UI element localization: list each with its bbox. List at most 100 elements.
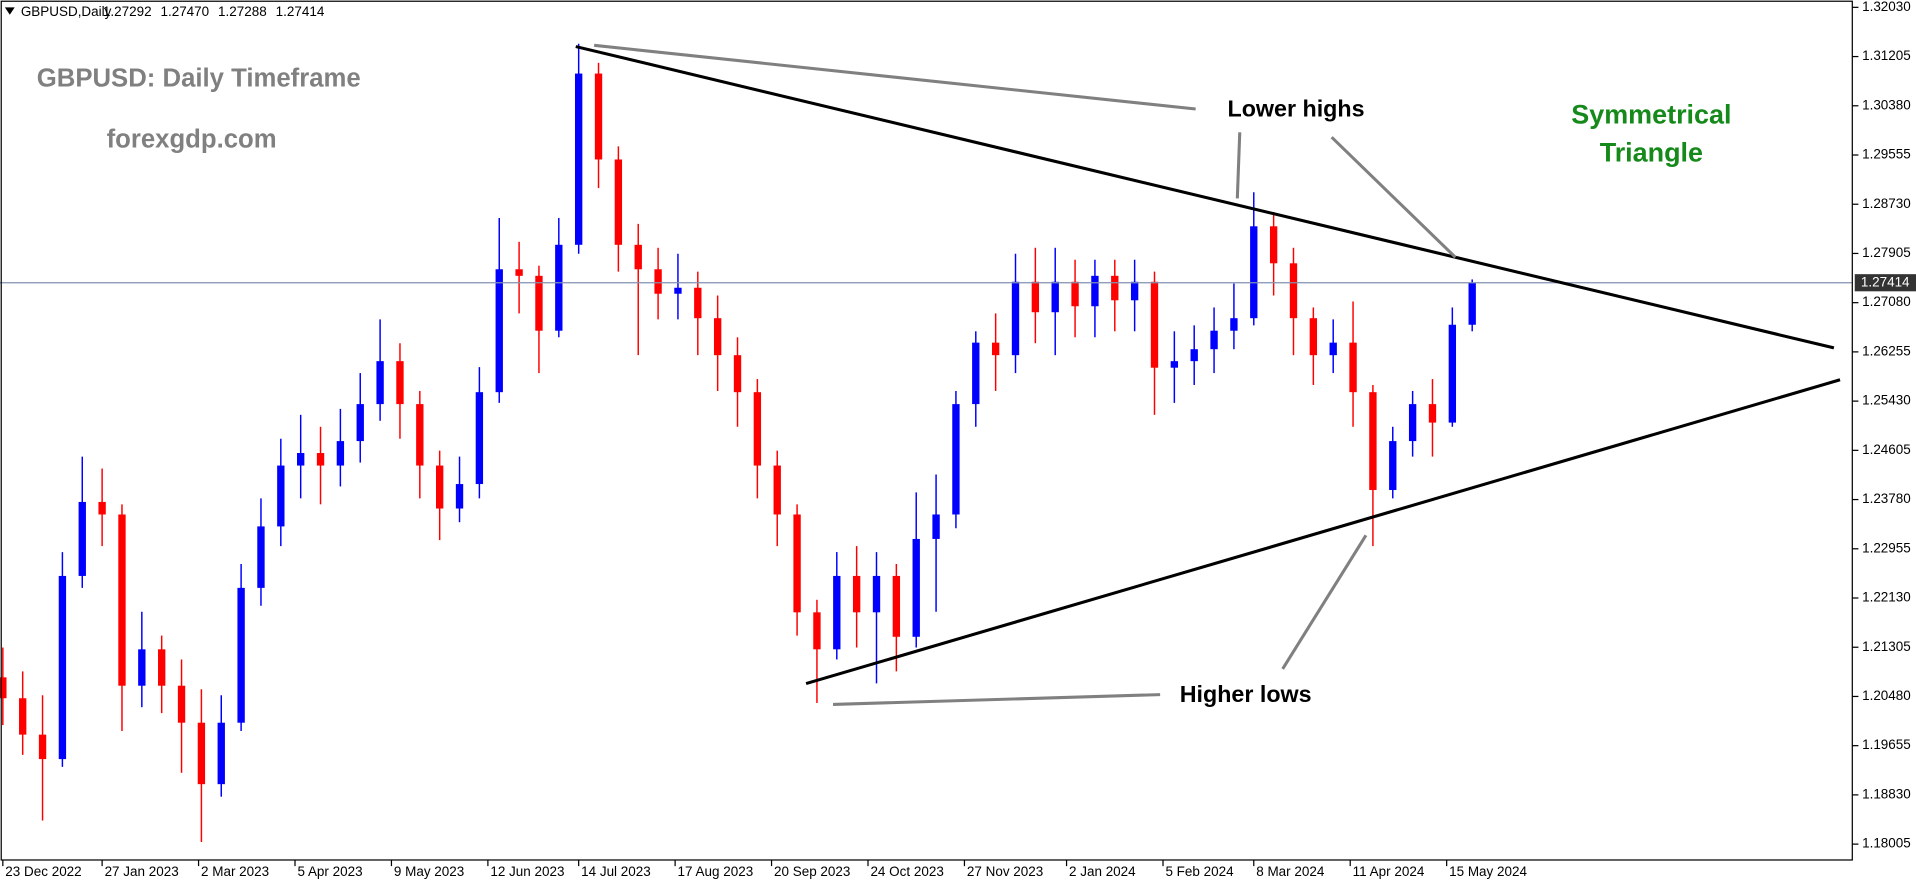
ohlc-header: 1.27470 xyxy=(160,4,209,19)
pattern-note: Triangle xyxy=(1600,137,1703,167)
candle-body xyxy=(852,575,861,613)
candle-body xyxy=(1468,282,1476,325)
y-tick-label: 1.18005 xyxy=(1862,836,1911,851)
candle-body xyxy=(1210,330,1218,350)
candle-body xyxy=(1071,281,1079,307)
candle-body xyxy=(1428,404,1437,423)
candle-body xyxy=(356,404,364,442)
candle-body xyxy=(78,501,86,576)
y-tick-label: 1.21305 xyxy=(1862,639,1911,654)
candle-body xyxy=(1111,275,1119,301)
candle-body xyxy=(1448,324,1457,423)
candle-body xyxy=(297,453,305,466)
candle-body xyxy=(1349,342,1357,393)
candle-body xyxy=(435,465,444,509)
candle-body xyxy=(316,453,325,466)
upper-note: Lower highs xyxy=(1228,95,1365,121)
lower-trendline xyxy=(805,378,1841,686)
candle-body xyxy=(674,287,682,294)
y-tick-label: 1.27080 xyxy=(1862,294,1911,309)
candle-body xyxy=(654,269,662,294)
candle-body xyxy=(912,538,920,637)
candle-body xyxy=(1389,441,1397,491)
x-tick-label: 24 Oct 2023 xyxy=(870,864,943,879)
candle-body xyxy=(1190,349,1198,362)
candle-body xyxy=(1329,342,1337,356)
x-tick-label: 12 Jun 2023 xyxy=(490,864,564,879)
candle-body xyxy=(396,361,404,405)
candle-body xyxy=(793,514,801,613)
candle-body xyxy=(991,342,1000,356)
symbol-header: GBPUSD,Daily xyxy=(21,4,112,19)
menu-icon xyxy=(4,7,15,15)
y-tick-label: 1.24605 xyxy=(1862,442,1911,457)
candle-body xyxy=(1369,392,1377,491)
candle-body xyxy=(237,587,245,723)
x-tick-label: 11 Apr 2024 xyxy=(1353,864,1425,879)
candle-body xyxy=(1150,281,1159,368)
candle-body xyxy=(158,649,166,686)
x-tick-label: 2 Mar 2023 xyxy=(201,864,269,879)
x-tick-label: 8 Mar 2024 xyxy=(1256,864,1325,879)
pointer-line xyxy=(1281,534,1368,670)
candle-body xyxy=(594,73,603,160)
y-tick-label: 1.20480 xyxy=(1862,688,1911,703)
candle-body xyxy=(495,269,503,393)
pattern-note: Symmetrical xyxy=(1571,100,1731,130)
y-tick-label: 1.19655 xyxy=(1862,737,1911,752)
candle-body xyxy=(58,575,67,760)
x-tick-label: 9 May 2023 xyxy=(394,864,464,879)
candle-body xyxy=(475,392,484,485)
x-tick-label: 2 Jan 2024 xyxy=(1069,864,1136,879)
y-tick-label: 1.18830 xyxy=(1862,786,1911,801)
candle-body xyxy=(1309,318,1318,356)
candle-body xyxy=(932,514,940,539)
candle-body xyxy=(1250,226,1258,319)
y-tick-label: 1.30380 xyxy=(1862,97,1911,112)
x-tick-label: 15 May 2024 xyxy=(1449,864,1527,879)
candle-body xyxy=(733,355,742,393)
candle-body xyxy=(98,501,106,515)
candle-body xyxy=(535,275,543,331)
x-tick-label: 5 Apr 2023 xyxy=(297,864,362,879)
y-tick-label: 1.23780 xyxy=(1862,491,1911,506)
candle-body xyxy=(872,575,881,613)
upper-trendline xyxy=(575,45,1835,350)
ohlc-header: 1.27414 xyxy=(276,4,325,19)
y-tick-label: 1.32030 xyxy=(1862,0,1911,14)
plot-border xyxy=(0,0,1853,861)
candle-body xyxy=(1289,263,1298,319)
x-tick-label: 14 Jul 2023 xyxy=(581,864,651,879)
candle-body xyxy=(1269,226,1278,264)
candle-body xyxy=(1170,361,1179,368)
y-tick-label: 1.31205 xyxy=(1862,48,1911,63)
candle-body xyxy=(19,698,27,735)
ohlc-header: 1.27288 xyxy=(218,4,267,19)
current-price-box xyxy=(1854,274,1916,292)
candle-body xyxy=(197,722,206,785)
candle-body xyxy=(1011,281,1020,356)
candle-body xyxy=(217,722,225,785)
candle-body xyxy=(336,441,345,466)
plot-area xyxy=(0,43,1853,843)
candle-body xyxy=(1230,318,1238,331)
y-tick-label: 1.26255 xyxy=(1862,343,1911,358)
y-tick-label: 1.27905 xyxy=(1862,245,1911,260)
candle-body xyxy=(257,526,265,588)
candle-body xyxy=(455,484,464,509)
y-tick-label: 1.25430 xyxy=(1862,393,1911,408)
candle-body xyxy=(813,612,821,650)
candle-body xyxy=(1091,275,1099,307)
candle-body xyxy=(952,404,960,515)
pointer-line xyxy=(832,693,1161,706)
candle-body xyxy=(972,342,980,405)
source-note: forexgdp.com xyxy=(107,126,277,154)
x-tick-label: 27 Jan 2023 xyxy=(105,864,179,879)
candle-body xyxy=(1130,281,1139,301)
current-price-label: 1.27414 xyxy=(1861,274,1910,289)
ohlc-header: 1.27292 xyxy=(103,4,152,19)
candle-body xyxy=(177,685,186,723)
candle-body xyxy=(892,575,901,637)
candle-body xyxy=(1051,281,1059,313)
